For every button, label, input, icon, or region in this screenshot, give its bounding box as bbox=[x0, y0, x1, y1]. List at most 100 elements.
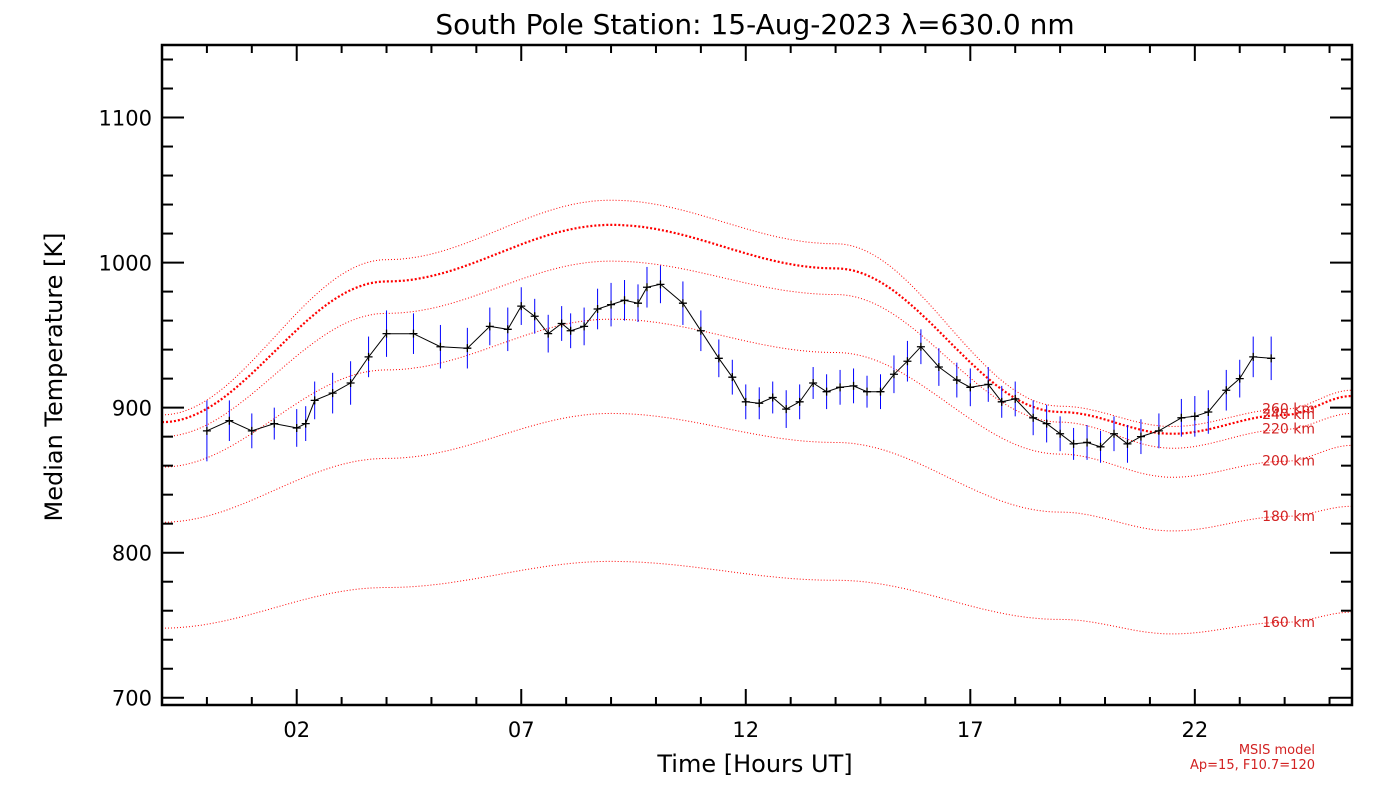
data-point bbox=[409, 329, 418, 338]
model-note: MSIS model bbox=[1239, 743, 1315, 758]
data-point bbox=[557, 319, 566, 328]
data-point bbox=[247, 426, 256, 435]
x-tick-label: 02 bbox=[283, 718, 310, 742]
data-point bbox=[836, 383, 845, 392]
y-tick-label: 800 bbox=[112, 542, 152, 566]
data-point bbox=[202, 426, 211, 435]
model-curve bbox=[162, 412, 1353, 532]
data-point bbox=[984, 380, 993, 389]
x-tick-label: 07 bbox=[508, 718, 535, 742]
data-point bbox=[903, 357, 912, 366]
data-point bbox=[544, 329, 553, 338]
data-point bbox=[678, 299, 687, 308]
data-point bbox=[876, 387, 885, 396]
data-point bbox=[530, 312, 539, 321]
model-curve-label: 160 km bbox=[1262, 615, 1315, 631]
data-point bbox=[1083, 438, 1092, 447]
data-point bbox=[656, 280, 665, 289]
model-curve-label: 180 km bbox=[1262, 509, 1315, 525]
data-point bbox=[822, 387, 831, 396]
model-curve-label: 220 km bbox=[1262, 422, 1315, 438]
model-curve-label: 200 km bbox=[1262, 454, 1315, 470]
model-curve bbox=[161, 260, 1353, 449]
x-tick-label: 12 bbox=[732, 718, 759, 742]
data-point bbox=[642, 283, 651, 292]
y-axis-label: Median Temperature [K] bbox=[40, 232, 68, 521]
y-tick-label: 1100 bbox=[99, 107, 152, 131]
plot-axes: 02 07 12 17 22 700 800 900 1000 1100 bbox=[99, 43, 1354, 742]
model-curve-label: 260 km bbox=[1262, 401, 1315, 417]
data-point bbox=[782, 405, 791, 414]
data-point bbox=[714, 354, 723, 363]
data-point bbox=[1190, 412, 1199, 421]
data-point bbox=[310, 396, 319, 405]
data-point bbox=[364, 352, 373, 361]
data-point bbox=[952, 376, 961, 385]
data-point bbox=[301, 419, 310, 428]
data-point bbox=[768, 393, 777, 402]
data-point bbox=[889, 370, 898, 379]
data-point bbox=[916, 342, 925, 351]
x-tick-label: 22 bbox=[1181, 718, 1208, 742]
data-point bbox=[382, 329, 391, 338]
model-curve bbox=[161, 199, 1353, 428]
data-point bbox=[346, 378, 355, 387]
x-axis-label: Time [Hours UT] bbox=[656, 750, 852, 778]
data-point bbox=[1267, 354, 1276, 363]
data-point bbox=[503, 325, 512, 334]
data-point bbox=[328, 389, 337, 398]
data-point bbox=[634, 299, 642, 308]
y-tick-label: 900 bbox=[112, 397, 152, 421]
model-curve-label: 240 km bbox=[1262, 407, 1315, 423]
data-point bbox=[270, 419, 279, 428]
data-point bbox=[741, 397, 750, 406]
model-params-note: Ap=15, F10.7=120 bbox=[1190, 758, 1315, 773]
data-point bbox=[1235, 374, 1244, 383]
model-curve bbox=[162, 560, 1353, 635]
data-series bbox=[202, 280, 1276, 451]
data-point bbox=[580, 322, 589, 331]
data-point bbox=[696, 326, 705, 335]
x-tick-label: 17 bbox=[957, 718, 984, 742]
data-point bbox=[436, 342, 445, 351]
data-point bbox=[463, 344, 472, 353]
data-point bbox=[755, 399, 764, 408]
data-point bbox=[1204, 407, 1213, 416]
data-point bbox=[1029, 413, 1038, 422]
data-point bbox=[863, 387, 872, 396]
data-point bbox=[795, 397, 804, 406]
data-point bbox=[849, 381, 858, 390]
data-point bbox=[809, 378, 818, 387]
data-point bbox=[1249, 352, 1258, 361]
data-point bbox=[966, 383, 975, 392]
data-point bbox=[607, 300, 616, 309]
data-point bbox=[1056, 429, 1065, 438]
data-point bbox=[1042, 419, 1051, 428]
data-point bbox=[566, 326, 575, 335]
data-point bbox=[728, 373, 737, 382]
data-point bbox=[1110, 429, 1118, 438]
y-tick-label: 1000 bbox=[99, 252, 152, 276]
data-point bbox=[620, 296, 629, 305]
data-point bbox=[517, 302, 526, 311]
data-point bbox=[593, 305, 602, 313]
data-point bbox=[1096, 442, 1105, 451]
data-point bbox=[292, 423, 301, 432]
data-point bbox=[485, 322, 494, 331]
data-point bbox=[225, 416, 234, 425]
data-point bbox=[1222, 386, 1231, 395]
data-point bbox=[1177, 413, 1186, 422]
data-point bbox=[1011, 394, 1020, 403]
chart-title: South Pole Station: 15-Aug-2023 λ=630.0 … bbox=[435, 8, 1074, 41]
model-curve bbox=[161, 223, 1353, 435]
data-point bbox=[1123, 439, 1132, 448]
data-point bbox=[997, 397, 1006, 406]
plot-frame bbox=[160, 43, 1354, 707]
model-curve bbox=[161, 318, 1353, 478]
data-point bbox=[1136, 432, 1145, 441]
data-point bbox=[934, 363, 943, 372]
y-tick-label: 700 bbox=[112, 687, 152, 711]
data-point bbox=[1154, 426, 1163, 435]
